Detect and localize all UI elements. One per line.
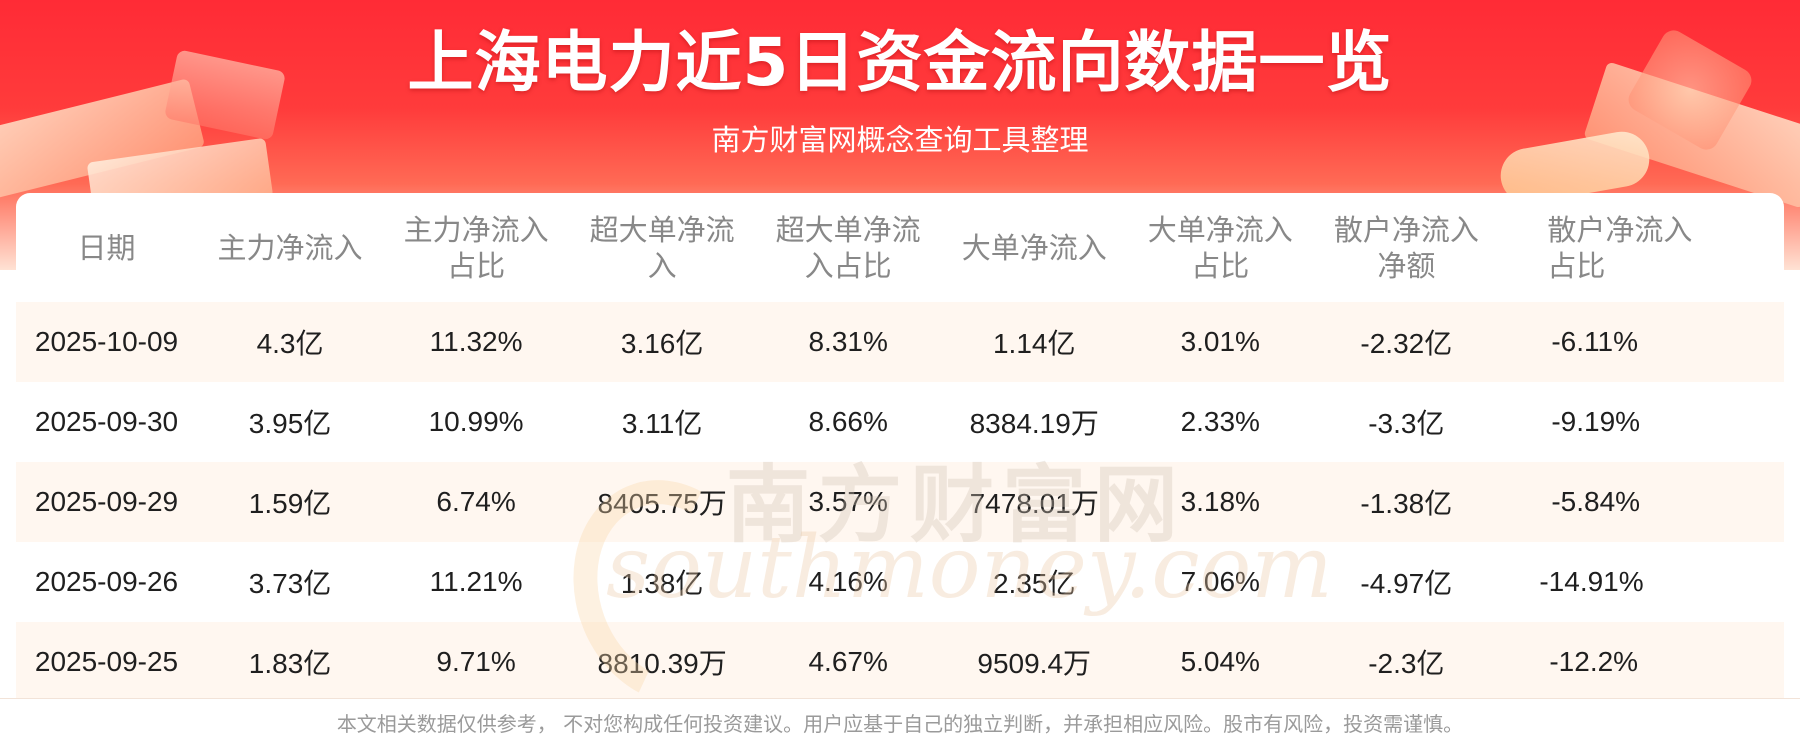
cell-date: 2025-09-30 (16, 382, 198, 462)
cell-date: 2025-10-09 (16, 302, 198, 382)
cell-main-inflow: 1.59亿 (197, 462, 384, 542)
cell-xl-ratio: 8.31% (755, 302, 942, 382)
cell-date: 2025-09-29 (16, 462, 198, 542)
cell-xl-inflow: 3.16亿 (569, 302, 756, 382)
cell-retail-net: -3.3亿 (1313, 382, 1500, 462)
cell-main-ratio: 10.99% (383, 382, 570, 462)
cell-date: 2025-09-25 (16, 622, 198, 698)
cell-main-ratio: 6.74% (383, 462, 570, 542)
table-row: 2025-09-29 1.59亿 6.74% 8405.75万 3.57% 74… (16, 462, 1784, 542)
cell-large-ratio: 3.18% (1127, 462, 1314, 542)
cell-large-inflow: 8384.19万 (941, 382, 1128, 462)
column-header-xl-ratio: 超大单净流 入占比 (775, 212, 921, 283)
cell-xl-inflow: 3.11亿 (569, 382, 756, 462)
cell-retail-ratio: -5.84% (1499, 462, 1784, 542)
cell-xl-ratio: 4.67% (755, 622, 942, 698)
cell-retail-net: -2.32亿 (1313, 302, 1500, 382)
data-table-card: 日期 主力净流入 主力净流入 占比 超大单净流 入 超大单净流 入占比 大单净流… (16, 193, 1784, 698)
cell-large-ratio: 2.33% (1127, 382, 1314, 462)
cell-large-inflow: 2.35亿 (941, 542, 1128, 622)
cell-xl-inflow: 8810.39万 (569, 622, 756, 698)
cell-large-ratio: 3.01% (1127, 302, 1314, 382)
cell-xl-ratio: 3.57% (755, 462, 942, 542)
cell-retail-net: -2.3亿 (1313, 622, 1500, 698)
cell-date: 2025-09-26 (16, 542, 198, 622)
cell-retail-ratio: -9.19% (1499, 382, 1784, 462)
cell-main-inflow: 1.83亿 (197, 622, 384, 698)
cell-retail-ratio: -6.11% (1499, 302, 1784, 382)
cell-main-ratio: 11.21% (383, 542, 570, 622)
cell-large-inflow: 7478.01万 (941, 462, 1128, 542)
cell-large-inflow: 9509.4万 (941, 622, 1128, 698)
column-header-retail-net: 散户净流入 净额 (1333, 212, 1479, 283)
cell-main-ratio: 11.32% (383, 302, 570, 382)
cell-large-ratio: 7.06% (1127, 542, 1314, 622)
cell-main-inflow: 3.95亿 (197, 382, 384, 462)
cell-retail-ratio: -14.91% (1499, 542, 1784, 622)
table-row: 2025-09-30 3.95亿 10.99% 3.11亿 8.66% 8384… (16, 382, 1784, 462)
cell-retail-net: -1.38亿 (1313, 462, 1500, 542)
page-subtitle: 南方财富网概念查询工具整理 (711, 123, 1089, 157)
table-row: 2025-09-26 3.73亿 11.21% 1.38亿 4.16% 2.35… (16, 542, 1784, 622)
cell-retail-ratio: -12.2% (1499, 622, 1784, 698)
column-header-main-inflow: 主力净流入 (217, 230, 363, 265)
cell-retail-net: -4.97亿 (1313, 542, 1500, 622)
column-header-large-ratio: 大单净流入 占比 (1147, 212, 1293, 283)
table-header-row: 日期 主力净流入 主力净流入 占比 超大单净流 入 超大单净流 入占比 大单净流… (16, 193, 1784, 302)
cell-xl-inflow: 1.38亿 (569, 542, 756, 622)
column-header-xl-inflow: 超大单净流 入 (589, 212, 735, 283)
table-row: 2025-10-09 4.3亿 11.32% 3.16亿 8.31% 1.14亿… (16, 302, 1784, 382)
cell-large-ratio: 5.04% (1127, 622, 1314, 698)
table-row: 2025-09-25 1.83亿 9.71% 8810.39万 4.67% 95… (16, 622, 1784, 698)
cell-main-inflow: 4.3亿 (197, 302, 384, 382)
fund-flow-table: 日期 主力净流入 主力净流入 占比 超大单净流 入 超大单净流 入占比 大单净流… (16, 193, 1784, 698)
footer-disclaimer: 本文相关数据仅供参考， 不对您构成任何投资建议。用户应基于自己的独立判断，并承担… (336, 712, 1464, 736)
cell-main-inflow: 3.73亿 (197, 542, 384, 622)
column-header-date: 日期 (77, 230, 136, 265)
cell-main-ratio: 9.71% (383, 622, 570, 698)
cell-xl-ratio: 8.66% (755, 382, 942, 462)
column-header-large-inflow: 大单净流入 (961, 230, 1107, 265)
column-header-main-ratio: 主力净流入 占比 (403, 212, 549, 283)
cell-xl-ratio: 4.16% (755, 542, 942, 622)
column-header-retail-ratio: 散户净流入 占比 (1547, 212, 1693, 283)
footer-divider (0, 698, 1800, 699)
cell-large-inflow: 1.14亿 (941, 302, 1128, 382)
page-title: 上海电力近5日资金流向数据一览 (407, 24, 1393, 101)
cell-xl-inflow: 8405.75万 (569, 462, 756, 542)
